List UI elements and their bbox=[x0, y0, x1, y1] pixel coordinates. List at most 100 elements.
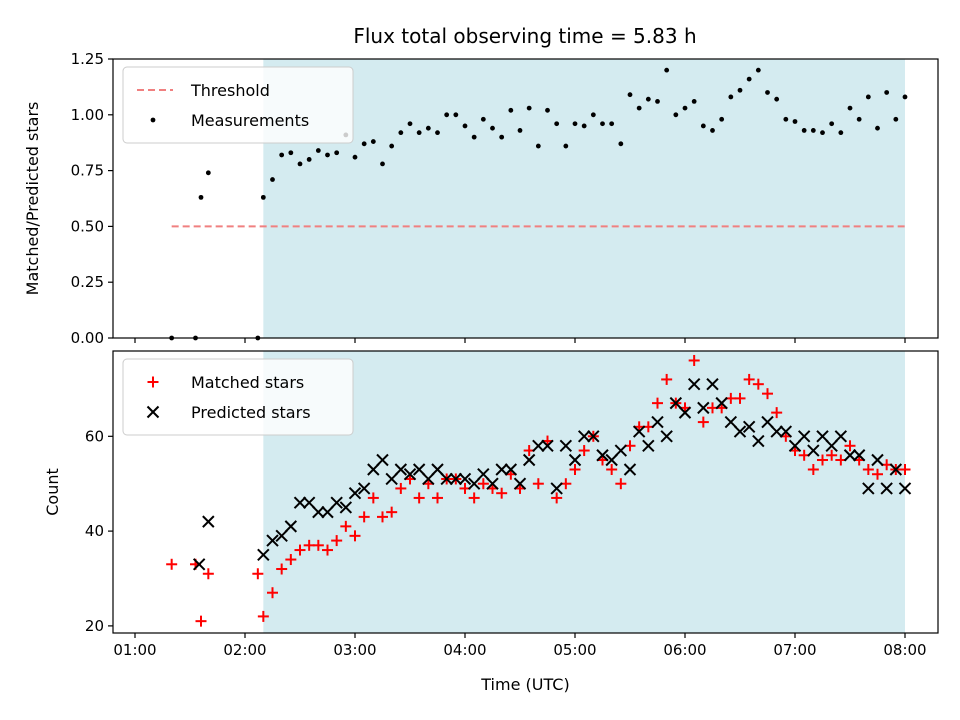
data-point bbox=[508, 107, 514, 113]
data-point bbox=[389, 143, 395, 149]
x-marker-b bbox=[852, 449, 866, 462]
data-point bbox=[550, 482, 563, 495]
data-point bbox=[349, 530, 361, 542]
data-point bbox=[652, 397, 663, 409]
x-tick-label: 07:00 bbox=[773, 641, 816, 659]
data-point bbox=[330, 496, 343, 509]
data-point bbox=[600, 121, 605, 127]
data-point bbox=[761, 415, 774, 429]
data-point bbox=[820, 130, 825, 136]
data-point bbox=[581, 123, 587, 129]
data-point bbox=[568, 453, 582, 467]
x-marker-b bbox=[642, 439, 655, 452]
x-marker-b bbox=[834, 430, 848, 443]
data-point bbox=[202, 515, 215, 528]
data-point bbox=[449, 472, 463, 486]
x-tick-label: 02:00 bbox=[223, 641, 266, 659]
data-point bbox=[847, 105, 853, 111]
legend-label: Threshold bbox=[190, 81, 270, 100]
data-point bbox=[504, 463, 518, 476]
x-marker-b bbox=[293, 496, 307, 509]
data-point bbox=[297, 161, 303, 167]
data-point bbox=[755, 67, 761, 73]
x-marker-b bbox=[614, 444, 628, 457]
data-point bbox=[425, 125, 431, 131]
x-marker-b bbox=[321, 505, 334, 519]
data-point bbox=[838, 130, 844, 136]
data-point bbox=[496, 487, 508, 499]
x-marker-b bbox=[257, 548, 270, 562]
data-point bbox=[416, 130, 422, 136]
data-point bbox=[697, 401, 710, 415]
x-marker-b bbox=[513, 477, 527, 490]
data-point bbox=[358, 511, 370, 523]
x-marker-b bbox=[412, 463, 426, 476]
data-point bbox=[312, 539, 324, 551]
y-tick-label: 1.25 bbox=[71, 50, 104, 68]
x-marker-b bbox=[394, 463, 408, 476]
data-point bbox=[661, 373, 673, 385]
data-point bbox=[719, 116, 725, 122]
data-point bbox=[444, 112, 450, 118]
axes-frame bbox=[112, 350, 939, 634]
data-point bbox=[826, 449, 838, 461]
data-point bbox=[257, 610, 269, 622]
x-marker-b bbox=[825, 439, 838, 452]
x-marker-b bbox=[266, 534, 279, 547]
data-point bbox=[737, 87, 743, 93]
data-point bbox=[871, 453, 884, 467]
data-point bbox=[746, 76, 752, 82]
data-point bbox=[513, 477, 527, 490]
x-marker-b bbox=[577, 430, 591, 443]
data-point bbox=[331, 535, 343, 547]
x-marker-b bbox=[431, 463, 444, 476]
data-point bbox=[816, 430, 829, 443]
data-point bbox=[293, 496, 307, 509]
data-point bbox=[623, 463, 637, 476]
data-point bbox=[312, 505, 325, 519]
x-axis-label: Time (UTC) bbox=[480, 675, 569, 694]
x-marker-b bbox=[761, 415, 774, 429]
data-point bbox=[477, 478, 489, 490]
x-marker-b bbox=[587, 430, 600, 443]
data-point bbox=[284, 520, 298, 533]
x-marker-b bbox=[770, 425, 783, 438]
data-point bbox=[590, 112, 596, 118]
x-marker-b bbox=[330, 496, 343, 509]
x-marker-b bbox=[458, 472, 472, 486]
data-point bbox=[361, 141, 367, 147]
x-marker-b bbox=[568, 453, 582, 467]
x-marker-b bbox=[779, 425, 793, 438]
y-tick-label: 40 bbox=[85, 522, 104, 540]
data-point bbox=[728, 94, 734, 100]
y-tick-label: 60 bbox=[85, 427, 104, 445]
data-point bbox=[376, 453, 389, 467]
x-marker-b bbox=[697, 401, 710, 415]
data-point bbox=[697, 416, 709, 428]
data-point bbox=[862, 482, 875, 495]
data-point bbox=[315, 148, 321, 153]
x-marker-b bbox=[660, 430, 673, 443]
y-tick-label: 0.50 bbox=[71, 217, 104, 235]
data-point bbox=[339, 501, 353, 514]
data-point bbox=[632, 425, 646, 438]
x-tick-label: 01:00 bbox=[113, 641, 156, 659]
data-point bbox=[195, 615, 207, 627]
data-point bbox=[192, 558, 206, 571]
data-point bbox=[275, 529, 288, 543]
chart-title: Flux total observing time = 5.83 h bbox=[353, 24, 696, 48]
data-point bbox=[386, 506, 398, 518]
bottom-panel: 01:00 02:00 03:00 04:00 05:00 06:00 07:00 08:00… bbox=[43, 350, 939, 694]
data-point bbox=[569, 463, 581, 475]
x-marker-b bbox=[715, 396, 728, 410]
data-point bbox=[551, 492, 563, 504]
legend: Matched stars Predicted stars bbox=[122, 358, 354, 436]
data-point bbox=[762, 388, 773, 400]
data-point bbox=[490, 125, 495, 131]
data-point bbox=[829, 121, 835, 127]
x-marker-b bbox=[357, 482, 371, 495]
data-point bbox=[678, 406, 692, 419]
x-marker-b bbox=[367, 463, 380, 476]
data-point bbox=[807, 463, 819, 475]
